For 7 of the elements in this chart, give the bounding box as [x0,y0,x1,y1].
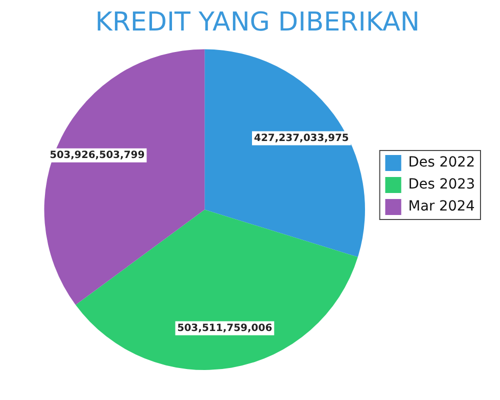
legend-label: Mar 2024 [408,198,475,215]
chart-title: KREDIT YANG DIBERIKAN [95,7,420,38]
data-label: 503,926,503,799 [50,150,145,161]
data-label: 503,511,759,006 [177,322,272,334]
data-label: 427,237,033,975 [254,132,349,144]
legend-label: Des 2022 [408,154,476,171]
legend-label: Des 2023 [408,176,476,193]
